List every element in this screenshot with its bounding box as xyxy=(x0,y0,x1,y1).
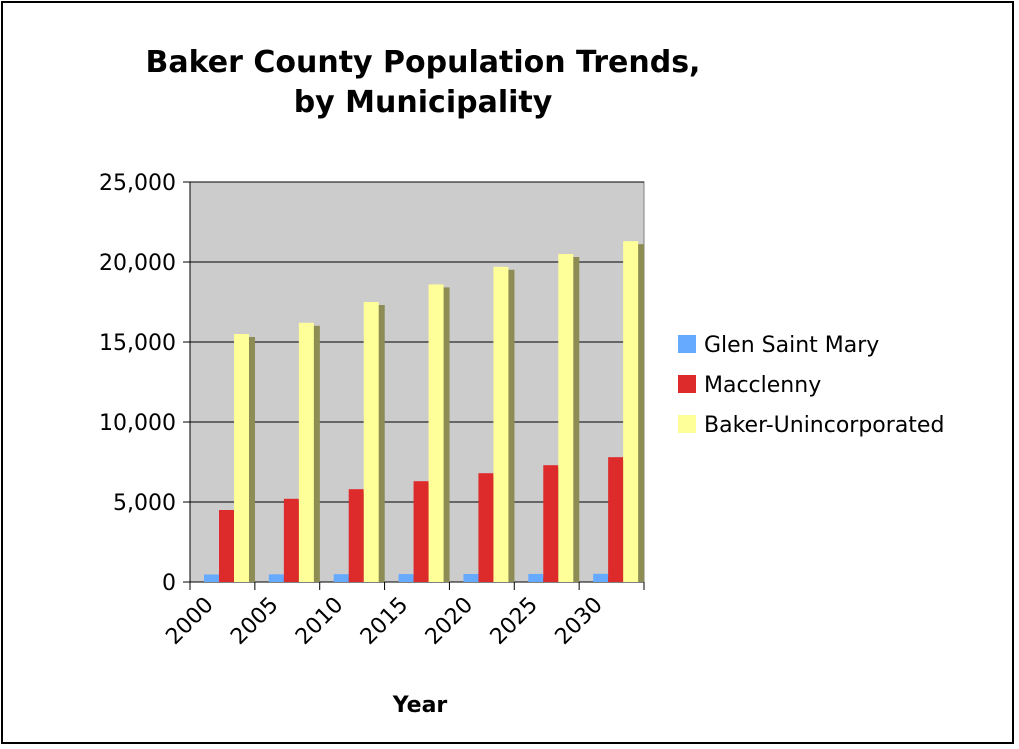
x-axis-title: Year xyxy=(392,693,448,718)
bar-glen-saint-mary xyxy=(528,573,544,582)
bar-baker-unincorporated xyxy=(234,334,249,582)
y-tick-label: 25,000 xyxy=(99,171,176,196)
y-tick-label: 15,000 xyxy=(99,331,176,356)
bar-baker-unincorporated xyxy=(428,284,444,582)
x-tick-label: 2015 xyxy=(356,593,413,650)
legend-label: Glen Saint Mary xyxy=(704,333,879,358)
y-tick-label: 20,000 xyxy=(99,251,176,276)
legend-swatch xyxy=(678,415,696,433)
chart-title-line-2: by Municipality xyxy=(293,85,553,120)
bar-baker-unincorporated xyxy=(363,302,379,582)
legend-swatch xyxy=(678,375,696,393)
bar-glen-saint-mary xyxy=(268,574,284,582)
bar-macclenny xyxy=(348,489,364,582)
bar-macclenny xyxy=(413,481,429,582)
y-tick-label: 10,000 xyxy=(99,411,176,436)
chart-title-line-1: Baker County Population Trends, xyxy=(145,45,701,80)
bar-glen-saint-mary xyxy=(593,573,609,582)
bar-baker-unincorporated xyxy=(623,241,639,582)
bar-glen-saint-mary xyxy=(333,574,349,582)
x-tick-label: 2005 xyxy=(226,593,283,650)
x-tick-label: 2000 xyxy=(161,593,218,650)
x-tick-label: 2010 xyxy=(291,593,348,650)
chart-title: Baker County Population Trends, by Munic… xyxy=(3,43,843,123)
legend-label: Baker-Unincorporated xyxy=(704,413,944,438)
x-tick-label: 2030 xyxy=(551,593,608,650)
x-tick-label: 2020 xyxy=(421,593,478,650)
bar-glen-saint-mary xyxy=(463,574,479,582)
bar-macclenny xyxy=(608,457,624,582)
legend: Glen Saint Mary Macclenny Baker-Unincorpor… xyxy=(678,333,944,438)
legend-label: Macclenny xyxy=(704,373,821,398)
bar-glen-saint-mary xyxy=(398,574,414,582)
bar-macclenny xyxy=(219,510,234,582)
bar-macclenny xyxy=(478,473,494,582)
bar-glen-saint-mary xyxy=(204,574,219,582)
y-tick-label: 5,000 xyxy=(113,491,176,516)
bar-macclenny xyxy=(283,498,299,582)
legend-swatch xyxy=(678,335,696,353)
bar-baker-unincorporated xyxy=(558,254,574,582)
x-tick-label: 2025 xyxy=(486,593,543,650)
bar-baker-unincorporated xyxy=(493,266,509,582)
bar-baker-unincorporated xyxy=(298,322,314,582)
y-tick-label: 0 xyxy=(162,571,176,596)
bar-macclenny xyxy=(543,465,559,582)
